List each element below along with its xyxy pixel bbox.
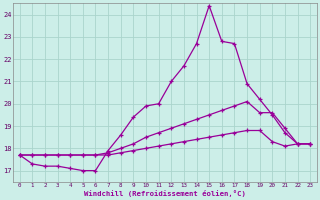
- X-axis label: Windchill (Refroidissement éolien,°C): Windchill (Refroidissement éolien,°C): [84, 190, 246, 197]
